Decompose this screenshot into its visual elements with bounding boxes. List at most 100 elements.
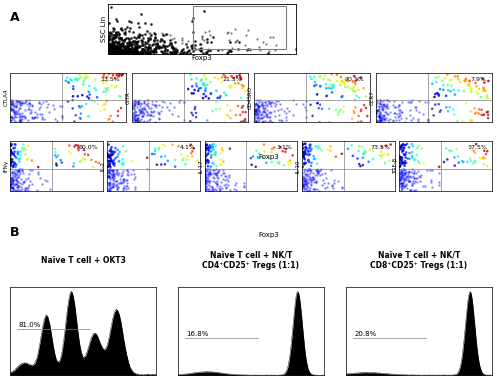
Point xyxy=(120,44,128,50)
Point xyxy=(6,117,14,123)
Point xyxy=(129,49,137,55)
Point xyxy=(204,150,212,156)
Point xyxy=(110,162,118,169)
Point xyxy=(338,93,346,99)
Point xyxy=(152,31,160,37)
Point xyxy=(169,35,177,41)
Point xyxy=(124,49,132,56)
Point xyxy=(119,179,127,185)
Point xyxy=(135,34,143,40)
Point xyxy=(201,177,209,183)
Point xyxy=(114,47,122,53)
Point xyxy=(145,45,153,51)
Point xyxy=(107,50,115,56)
Point xyxy=(435,101,443,107)
Point xyxy=(200,91,208,97)
Point xyxy=(143,112,151,118)
Point xyxy=(396,177,404,183)
Point xyxy=(132,116,140,123)
Point xyxy=(135,34,143,40)
Point xyxy=(155,116,163,123)
Point xyxy=(143,39,151,46)
Point xyxy=(163,47,171,53)
Point xyxy=(125,49,133,55)
Point xyxy=(260,141,268,147)
Point xyxy=(214,47,222,54)
Point xyxy=(122,187,130,193)
Point xyxy=(153,162,161,168)
Point xyxy=(106,29,114,35)
Point xyxy=(163,31,171,37)
Point xyxy=(155,43,163,49)
Point xyxy=(189,15,197,21)
Point xyxy=(233,37,241,43)
Point xyxy=(397,146,405,152)
Point xyxy=(21,114,29,120)
Point xyxy=(250,108,258,114)
Point xyxy=(311,83,319,89)
Point xyxy=(143,118,151,124)
Point xyxy=(207,91,215,97)
Point xyxy=(114,29,122,35)
Point xyxy=(43,103,51,110)
Point xyxy=(251,108,259,115)
Point xyxy=(337,106,345,113)
Point xyxy=(359,155,367,161)
Point xyxy=(324,77,332,83)
Point xyxy=(442,93,450,99)
Point xyxy=(116,35,124,41)
Point xyxy=(212,106,220,112)
Point xyxy=(154,41,162,47)
Point xyxy=(147,35,155,41)
Point xyxy=(362,105,370,111)
Text: 16.8%: 16.8% xyxy=(187,331,209,337)
Point xyxy=(115,158,123,164)
Point xyxy=(477,94,485,100)
Point xyxy=(106,160,114,167)
Point xyxy=(378,106,386,112)
Point xyxy=(202,186,210,192)
Point xyxy=(13,178,21,184)
Point xyxy=(110,43,118,49)
Point xyxy=(149,49,157,55)
Point xyxy=(171,39,179,45)
Point xyxy=(116,49,124,55)
Point xyxy=(63,75,71,81)
Point xyxy=(112,46,120,52)
Point xyxy=(9,184,17,190)
Point xyxy=(10,168,18,174)
Point xyxy=(18,116,26,122)
Point xyxy=(201,174,209,180)
Point xyxy=(144,51,152,57)
Point xyxy=(172,47,180,53)
Point xyxy=(272,41,280,47)
Point xyxy=(150,46,158,52)
Point xyxy=(266,110,274,116)
Point xyxy=(134,49,142,56)
Point xyxy=(375,106,383,112)
Point xyxy=(107,157,115,164)
Point xyxy=(137,37,145,43)
Point xyxy=(65,80,73,86)
Point xyxy=(136,103,144,109)
Point xyxy=(111,34,119,40)
Point xyxy=(301,160,309,166)
Point xyxy=(203,36,211,42)
Point xyxy=(181,50,189,56)
Point xyxy=(115,49,123,55)
Point xyxy=(129,46,137,52)
Point xyxy=(143,166,151,172)
Point xyxy=(309,113,317,119)
Point xyxy=(111,149,119,155)
Point xyxy=(115,33,123,39)
Point xyxy=(481,80,489,86)
Point xyxy=(143,155,151,161)
Point xyxy=(372,100,380,106)
Point xyxy=(121,49,129,55)
Point xyxy=(16,180,24,186)
Point xyxy=(214,167,222,173)
Point xyxy=(113,50,121,56)
Point xyxy=(379,113,387,119)
Point xyxy=(251,115,259,121)
Point xyxy=(307,182,315,188)
